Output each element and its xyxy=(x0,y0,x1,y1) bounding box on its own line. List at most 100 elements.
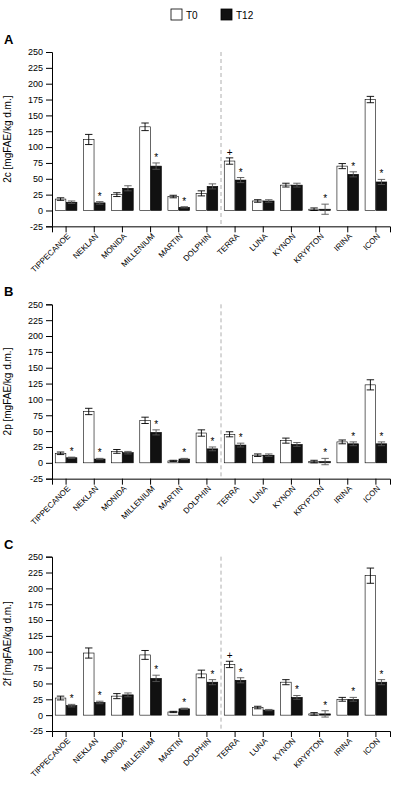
x-tick-label: KYNON xyxy=(271,736,298,763)
error-bar xyxy=(350,442,357,446)
error-bar xyxy=(141,417,148,423)
x-tick: MARTIN xyxy=(157,226,185,259)
x-tick-mark xyxy=(291,731,292,737)
legend-label: T12 xyxy=(236,10,254,21)
y-tick-label: -25 xyxy=(30,474,43,484)
y-tick-label: 150 xyxy=(28,111,43,121)
significance-marker: * xyxy=(182,697,186,708)
error-bar xyxy=(293,443,300,447)
x-tick-mark xyxy=(263,731,264,737)
bar xyxy=(140,420,151,462)
panel: -250255075100125150175200225250TIPPECANO… xyxy=(2,537,391,780)
x-tick-label: KYNON xyxy=(271,484,298,511)
x-tick: MARTIN xyxy=(157,731,185,764)
y-tick-mark xyxy=(46,163,52,164)
error-bar xyxy=(293,183,300,187)
x-tick: NEKLAN xyxy=(71,731,100,765)
legend: T0 T12 xyxy=(171,9,254,21)
significance-marker: * xyxy=(70,446,74,457)
x-tick: MILLENIUM xyxy=(119,731,156,774)
y-tick-label: 200 xyxy=(28,584,43,594)
y-axis-line xyxy=(46,557,53,731)
bar xyxy=(337,442,348,463)
y-tick: 25 xyxy=(33,442,52,452)
bar xyxy=(112,195,123,211)
y-tick: -25 xyxy=(30,222,52,232)
x-tick-mark xyxy=(150,731,151,737)
error-bar xyxy=(57,198,64,201)
significance-marker: * xyxy=(351,161,355,172)
significance-marker: * xyxy=(239,432,243,443)
error-bar xyxy=(85,134,92,144)
y-tick: 225 xyxy=(28,63,52,73)
x-tick-label: NEKLAN xyxy=(71,736,100,765)
series xyxy=(66,430,386,465)
x-tick-mark xyxy=(178,226,179,232)
y-tick-mark xyxy=(46,447,52,448)
error-bar xyxy=(198,430,205,436)
legend-label: T0 xyxy=(186,10,198,21)
y-tick-mark xyxy=(46,399,52,400)
x-tick: MARTIN xyxy=(157,479,185,512)
error-bar xyxy=(226,158,233,164)
significance-marker: * xyxy=(98,690,102,701)
x-tick-mark xyxy=(150,479,151,485)
y-tick-label: 25 xyxy=(33,190,43,200)
plot-area xyxy=(55,380,386,465)
x-tick-label: MILLENIUM xyxy=(119,736,156,773)
y-axis: -250255075100125150175200225250 xyxy=(28,47,53,231)
bar xyxy=(83,411,94,462)
y-tick: 250 xyxy=(28,300,52,310)
x-tick-mark xyxy=(319,226,320,232)
x-tick-label: TIPPECANOE xyxy=(29,232,72,275)
error-bar xyxy=(198,191,205,196)
x-tick: MONIDA xyxy=(100,226,129,260)
y-axis-title: 2c [mgFAE/kg d.m.] xyxy=(2,95,13,182)
bar xyxy=(224,434,235,463)
y-tick-mark xyxy=(46,226,52,227)
y-tick-label: -25 xyxy=(30,222,43,232)
y-tick-label: 175 xyxy=(28,600,43,610)
bar xyxy=(123,695,134,715)
error-bar xyxy=(293,695,300,699)
bar xyxy=(292,185,303,210)
error-bar xyxy=(237,443,244,447)
y-tick-mark xyxy=(46,352,52,353)
y-tick-mark xyxy=(46,573,52,574)
bar xyxy=(365,576,376,715)
x-tick: KYNON xyxy=(271,731,298,763)
bar xyxy=(151,166,162,210)
error-bar xyxy=(181,708,188,709)
bar xyxy=(235,445,246,463)
y-tick: 100 xyxy=(28,395,52,405)
error-bar xyxy=(321,204,328,214)
error-bar xyxy=(282,183,289,187)
significance-marker: * xyxy=(154,664,158,675)
x-tick: KYNON xyxy=(271,226,298,258)
significance-marker: * xyxy=(98,447,102,458)
significance-marker: * xyxy=(70,693,74,704)
y-tick-mark xyxy=(46,320,52,321)
bar xyxy=(168,461,179,463)
error-bar xyxy=(113,694,120,699)
bar xyxy=(235,180,246,210)
error-bar xyxy=(181,458,188,459)
bar xyxy=(55,698,66,715)
significance-marker: * xyxy=(98,191,102,202)
x-tick-mark xyxy=(94,479,95,485)
bar xyxy=(196,433,207,463)
error-bar xyxy=(282,680,289,685)
x-axis-line xyxy=(53,479,391,485)
x-tick-label: MARTIN xyxy=(157,232,185,260)
bar xyxy=(66,458,77,463)
y-tick-mark xyxy=(46,68,52,69)
x-tick: MONIDA xyxy=(100,479,129,513)
x-tick: KYNON xyxy=(271,479,298,511)
y-tick-label: 0 xyxy=(38,711,43,721)
plot-area xyxy=(55,96,386,214)
x-tick-label: KYNON xyxy=(271,232,298,259)
y-tick-mark xyxy=(46,131,52,132)
x-axis: TIPPECANOENEKLANMONIDAMILLENIUMMARTINDOL… xyxy=(29,479,390,527)
y-tick: 0 xyxy=(38,711,52,721)
y-tick: 50 xyxy=(33,427,52,437)
